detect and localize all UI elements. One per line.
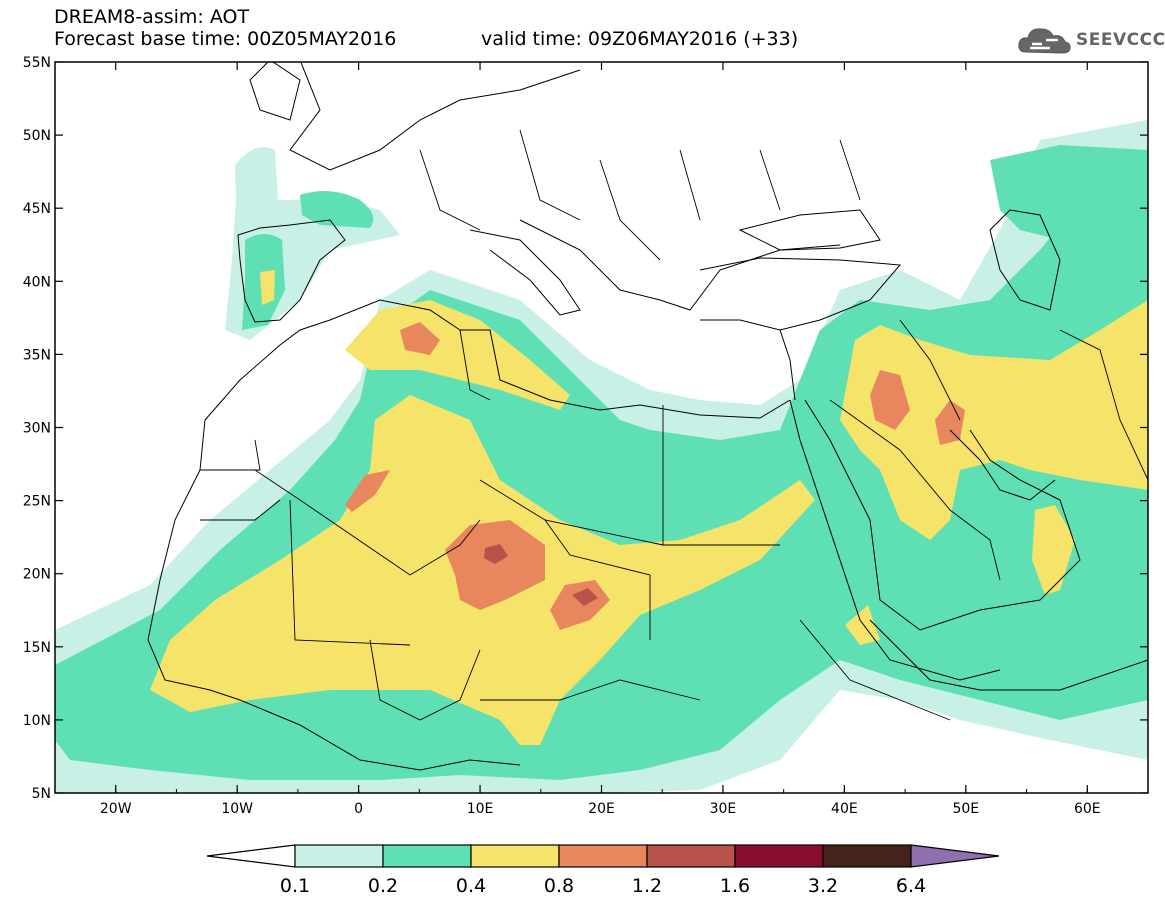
aot-0.8-band-sudan <box>550 580 610 630</box>
colorbar-segment <box>558 844 648 868</box>
colorbar-segment <box>822 844 912 868</box>
aot-0.8-band-iraq <box>870 370 910 430</box>
lat-label: 10N <box>23 713 51 729</box>
aot-0.8-band-algeria <box>400 322 440 355</box>
lon-label: 20W <box>100 801 132 817</box>
colorbar-label: 6.4 <box>896 875 926 897</box>
aot-1.2-band-sudan <box>572 588 598 606</box>
lat-label: 30N <box>23 421 51 437</box>
aot-0.8-band-chad <box>445 520 545 610</box>
colorbar-segment <box>470 844 560 868</box>
coastline-uk <box>249 62 301 121</box>
colorbar-segment <box>734 844 824 868</box>
colorbar-segment <box>646 844 736 868</box>
lon-label: 20E <box>588 801 615 817</box>
lon-label: 60E <box>1074 801 1101 817</box>
colorbar-label: 0.2 <box>368 875 398 897</box>
colorbar-label: 1.2 <box>632 875 662 897</box>
colorbar-label: 0.4 <box>456 875 486 897</box>
border-western-sahara <box>200 439 261 471</box>
aot-0.4-band-atlas <box>345 300 570 410</box>
colorbar-segment <box>382 844 472 868</box>
aot-0.4-band-oman <box>1032 505 1075 595</box>
coastline-arabia <box>804 399 1081 631</box>
coastline-italy <box>469 229 581 316</box>
lat-label: 5N <box>32 786 51 802</box>
aot-1.2-band-chad <box>484 544 508 564</box>
colorbar-over-triangle <box>910 844 1000 868</box>
aot-0.2-band-iberia-north <box>300 191 374 228</box>
lon-label: 30E <box>710 801 737 817</box>
aot-0.8-band-gulf <box>935 400 965 445</box>
border-ethiopia <box>799 619 951 721</box>
cloud-icon <box>1018 28 1071 54</box>
valid-time: valid time: 09Z06MAY2016 (+33) <box>481 28 799 50</box>
border-nigeria <box>369 639 481 721</box>
coastline-iberia <box>237 219 346 323</box>
border-libya-chad <box>479 479 664 546</box>
lon-label: 0 <box>354 801 363 817</box>
lat-label: 40N <box>23 274 51 290</box>
lat-label: 45N <box>23 201 51 217</box>
lon-label: 10W <box>221 801 253 817</box>
colorbar-label: 1.6 <box>720 875 750 897</box>
lat-label: 35N <box>23 347 51 363</box>
border-mali-niger <box>289 499 411 646</box>
seevccc-logo: SEEVCCC <box>1016 22 1165 58</box>
lon-label: 50E <box>952 801 979 817</box>
lon-label: 10E <box>467 801 494 817</box>
border-saudi <box>829 399 1001 581</box>
coastline-levant <box>779 329 796 401</box>
border-mauritania <box>200 499 281 521</box>
coastline-europe-north <box>289 62 581 171</box>
aot-0.4-band-iberia <box>260 270 275 305</box>
map-title: DREAM8-assim: AOT <box>54 6 250 28</box>
border-algeria-mali <box>254 469 481 576</box>
coastline-turkey <box>699 257 902 331</box>
coastline-caspian <box>989 209 1061 311</box>
border-iran-east <box>1059 329 1148 481</box>
aot-0.4-band-mideast <box>840 300 1148 540</box>
coastline-horn <box>869 619 1148 691</box>
coastlines <box>147 62 1148 771</box>
coastline-balkans <box>519 219 841 311</box>
longitude-labels: 20W 10W 0 10E 20E 30E 40E 50E 60E <box>100 801 1101 817</box>
aot-field <box>55 120 1148 793</box>
border-car <box>480 679 701 701</box>
colorbar-segment <box>294 844 384 868</box>
logo-text: SEEVCCC <box>1076 30 1165 50</box>
colorbar-label: 3.2 <box>808 875 838 897</box>
axis-ticks <box>54 61 1149 794</box>
colorbar-labels: 0.1 0.2 0.4 0.8 1.2 1.6 3.2 6.4 <box>280 875 926 897</box>
lat-label: 50N <box>23 128 51 144</box>
political-borders <box>200 129 1148 721</box>
aot-0.8-band-sahara <box>345 470 390 512</box>
lon-label: 40E <box>831 801 858 817</box>
border-chad-sudan <box>544 519 651 640</box>
lat-label: 15N <box>23 640 51 656</box>
coastline-africa-bulge <box>147 469 521 771</box>
coastline-red-sea <box>789 399 1001 681</box>
colorbar-label: 0.1 <box>280 875 310 897</box>
colorbar-under-triangle <box>206 844 296 868</box>
coastline-persian-gulf <box>949 429 1056 501</box>
colorbar-label: 0.8 <box>544 875 574 897</box>
colorbar <box>206 844 1000 868</box>
border-europe <box>419 129 861 261</box>
aot-0.2-band-caspian <box>990 145 1148 280</box>
coastline-black-sea <box>738 209 881 251</box>
latitude-labels: 55N 50N 45N 40N 35N 30N 25N 20N 15N 10N 5N <box>23 55 51 802</box>
border-tunisia <box>459 329 491 401</box>
lat-label: 20N <box>23 567 51 583</box>
lat-label: 25N <box>23 494 51 510</box>
base-time: Forecast base time: 00Z05MAY2016 <box>54 28 397 50</box>
border-iraq-iran <box>899 319 961 421</box>
lat-label: 55N <box>23 55 51 71</box>
